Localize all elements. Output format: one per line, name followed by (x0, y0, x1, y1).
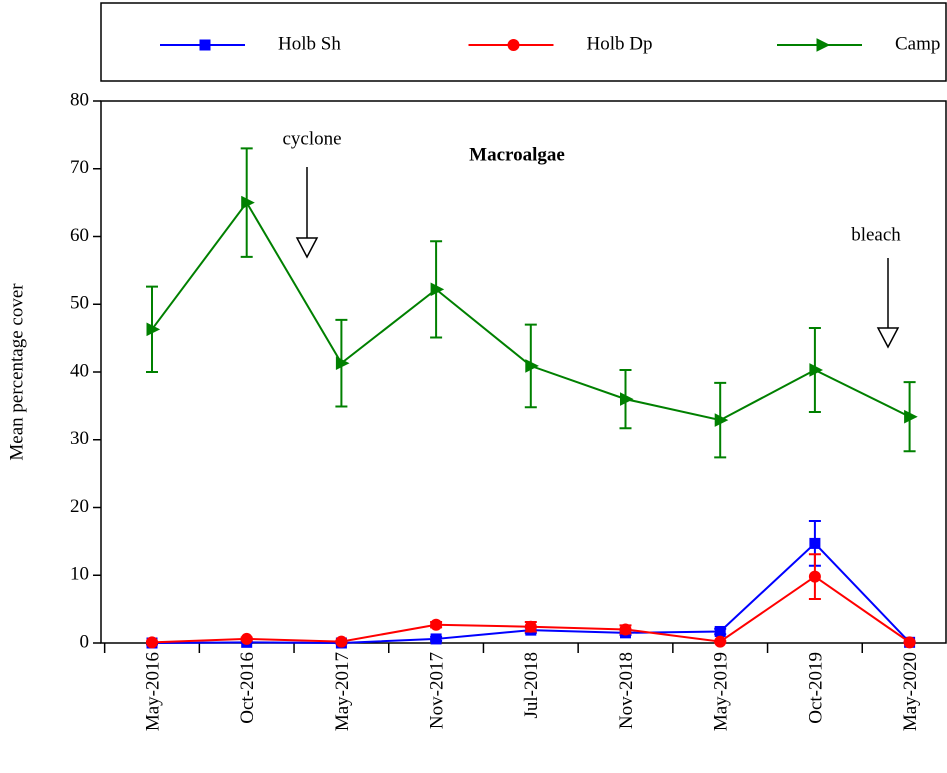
y-tick-label: 40 (70, 360, 89, 381)
marker (335, 356, 350, 371)
legend-box (100, 2, 947, 82)
marker (816, 38, 831, 52)
marker (620, 392, 634, 406)
x-tick-label: May-2020 (900, 652, 921, 731)
y-tick-label: 80 (70, 89, 89, 110)
marker (430, 633, 442, 645)
x-tick-label: May-2019 (711, 652, 732, 731)
marker (241, 195, 255, 210)
y-tick-label: 30 (70, 428, 89, 449)
marker (525, 359, 539, 373)
y-tick-label: 10 (70, 564, 89, 585)
marker (904, 409, 918, 424)
marker (430, 618, 443, 631)
x-tick-label: Oct-2019 (805, 652, 826, 724)
annotation: bleach (851, 224, 901, 245)
y-tick-label: 0 (80, 631, 90, 652)
marker (146, 322, 161, 337)
annotation: cyclone (282, 128, 341, 149)
annotation-arrowhead (295, 237, 319, 259)
y-tick-label: 60 (70, 225, 89, 246)
legend-label: Holb Dp (587, 33, 653, 54)
marker (240, 632, 253, 645)
y-tick-label: 70 (70, 157, 89, 178)
marker (619, 623, 632, 636)
x-tick-label: Jul-2018 (521, 652, 542, 719)
x-tick-label: Oct-2016 (237, 652, 258, 724)
x-tick-label: Nov-2017 (426, 652, 447, 729)
marker (430, 282, 445, 297)
marker (809, 537, 821, 549)
marker (335, 635, 348, 648)
chart-title: Macroalgae (469, 144, 565, 165)
annotation-arrowhead (876, 327, 900, 349)
marker (146, 636, 158, 649)
y-tick-label: 20 (70, 496, 89, 517)
marker (524, 620, 537, 633)
x-tick-label: Nov-2018 (616, 652, 637, 729)
marker (714, 635, 727, 648)
marker (903, 636, 916, 649)
legend-label: Holb Sh (278, 33, 341, 54)
y-tick-label: 50 (70, 293, 89, 314)
marker (808, 570, 821, 583)
x-tick-label: May-2016 (142, 652, 163, 731)
legend-label: Camp (895, 33, 940, 54)
marker (809, 363, 824, 377)
x-tick-label: May-2017 (332, 652, 353, 731)
marker (507, 39, 520, 51)
marker (199, 39, 211, 51)
marker (714, 625, 726, 637)
marker (714, 413, 729, 427)
y-axis-label: Mean percentage cover (6, 283, 27, 461)
